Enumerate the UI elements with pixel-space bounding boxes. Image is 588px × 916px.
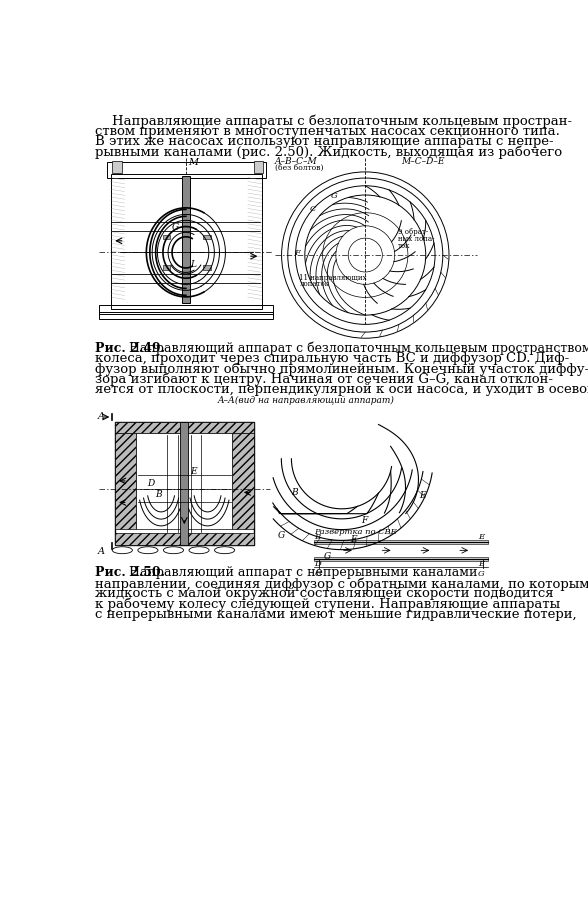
Text: E: E — [350, 535, 358, 544]
Text: G: G — [330, 192, 337, 200]
Text: B: B — [314, 533, 320, 540]
Bar — [107, 162, 266, 178]
Text: 11 направляющих: 11 направляющих — [299, 274, 367, 282]
Text: Рис. 2.50.: Рис. 2.50. — [95, 566, 165, 580]
Text: жидкость с малой окружной составляющей скорости подводится: жидкость с малой окружной составляющей с… — [95, 587, 554, 600]
Bar — [99, 305, 273, 314]
Text: L: L — [190, 260, 196, 269]
Bar — [163, 234, 171, 239]
Text: A: A — [98, 412, 105, 421]
Text: G: G — [478, 570, 485, 578]
Text: Направляющие аппараты с безлопаточным кольцевым простран-: Направляющие аппараты с безлопаточным ко… — [95, 114, 572, 128]
Text: колеса, проходит через спиральную часть BC и диффузор CD. Диф-: колеса, проходит через спиральную часть … — [95, 353, 569, 365]
Text: G: G — [323, 551, 330, 561]
Bar — [181, 421, 188, 545]
Text: ством применяют в многоступенчатых насосах секционного типа.: ством применяют в многоступенчатых насос… — [95, 125, 560, 137]
Text: B: B — [155, 490, 162, 499]
Text: Направляющий аппарат с безлопаточным кольцевым пространством: Направляющий аппарат с безлопаточным кол… — [125, 342, 588, 355]
Text: D: D — [314, 561, 320, 569]
Text: ток: ток — [398, 242, 410, 250]
Text: В этих же насосах используют направляющие аппараты с непре-: В этих же насосах используют направляющи… — [95, 135, 554, 147]
Bar — [112, 160, 122, 173]
Text: F: F — [362, 516, 368, 525]
Bar — [115, 421, 254, 433]
Text: G: G — [278, 531, 285, 540]
Bar — [136, 433, 232, 529]
Bar — [232, 433, 254, 529]
Bar — [314, 557, 488, 562]
Text: A–А(вид на направляющий аппарат): A–А(вид на направляющий аппарат) — [218, 397, 395, 406]
Text: A–B–C–M: A–B–C–M — [275, 157, 318, 166]
Text: F: F — [294, 249, 300, 256]
Text: яется от плоскости, перпендикулярной к оси насоса, и уходит в осевом: яется от плоскости, перпендикулярной к о… — [95, 383, 588, 396]
Text: C: C — [309, 205, 316, 213]
Text: A: A — [98, 547, 105, 556]
Text: (без болтов): (без болтов) — [275, 164, 323, 172]
Text: E: E — [478, 533, 484, 540]
Text: рывными каналами (рис. 2.50). Жидкость, выходящая из рабочего: рывными каналами (рис. 2.50). Жидкость, … — [95, 145, 562, 158]
Text: фузор выполняют обычно прямолинейным. Конечный участок диффу-: фузор выполняют обычно прямолинейным. Ко… — [95, 363, 588, 376]
Text: M–C–D–E: M–C–D–E — [401, 157, 445, 166]
Text: Развёртка по СВЕ: Развёртка по СВЕ — [314, 528, 396, 536]
Bar — [182, 176, 190, 303]
Text: E: E — [191, 467, 197, 476]
Text: B: B — [292, 488, 298, 497]
Text: Рис. 2.49.: Рис. 2.49. — [95, 342, 165, 354]
Text: к рабочему колесу следующей ступени. Направляющие аппараты: к рабочему колесу следующей ступени. Нап… — [95, 597, 560, 611]
Text: лопаток: лопаток — [299, 280, 329, 289]
Text: E: E — [478, 561, 484, 569]
Bar — [99, 312, 273, 319]
Text: M: M — [188, 158, 198, 167]
Bar — [203, 266, 211, 270]
Bar — [254, 160, 263, 173]
Text: ных лопа-: ных лопа- — [398, 235, 435, 243]
Text: Направляющий аппарат с непрерывными каналами: Направляющий аппарат с непрерывными кана… — [125, 566, 477, 580]
Text: D: D — [147, 479, 155, 488]
Text: G: G — [315, 570, 321, 578]
Bar — [115, 533, 254, 545]
Text: 9 обрат-: 9 обрат- — [398, 228, 428, 236]
Text: G: G — [172, 224, 179, 232]
Text: зора изгибают к центру. Начиная от сечения G–G, канал отклон-: зора изгибают к центру. Начиная от сечен… — [95, 373, 553, 387]
Bar — [203, 234, 211, 239]
Text: с непрерывными каналами имеют меньшие гидравлические потери,: с непрерывными каналами имеют меньшие ги… — [95, 607, 577, 621]
Bar — [115, 421, 254, 545]
Text: E: E — [419, 490, 426, 499]
Bar — [111, 174, 262, 309]
Bar — [163, 266, 171, 270]
Bar — [314, 540, 488, 544]
Text: направлении, соединяя диффузор с обратными каналами, по которым: направлении, соединяя диффузор с обратны… — [95, 577, 588, 591]
Bar — [115, 433, 136, 529]
